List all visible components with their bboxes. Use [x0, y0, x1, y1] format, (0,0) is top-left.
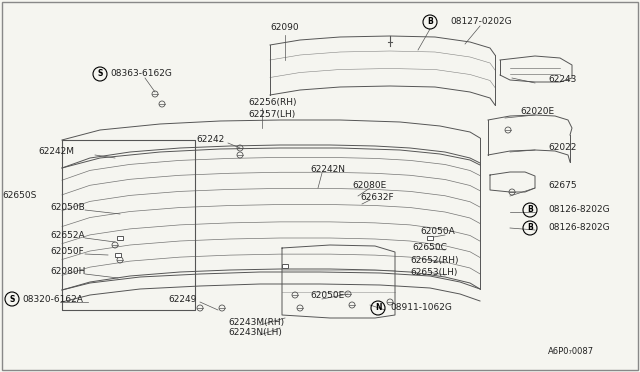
Text: 62652A: 62652A [50, 231, 84, 241]
Text: 62243: 62243 [548, 76, 577, 84]
Text: 62256(RH): 62256(RH) [248, 99, 296, 108]
Text: A6P0₇0087: A6P0₇0087 [548, 347, 594, 356]
Text: 62080H: 62080H [50, 267, 85, 276]
Text: 62652(RH): 62652(RH) [410, 256, 458, 264]
Text: 08126-8202G: 08126-8202G [548, 224, 610, 232]
Bar [117, 236, 123, 240]
Text: N: N [375, 304, 381, 312]
Text: 62090: 62090 [271, 23, 300, 32]
Text: 08126-8202G: 08126-8202G [548, 205, 610, 215]
Text: 62650C: 62650C [412, 243, 447, 251]
Text: 62243N(LH): 62243N(LH) [228, 328, 282, 337]
Text: 62650S: 62650S [2, 192, 36, 201]
Text: 62257(LH): 62257(LH) [248, 109, 295, 119]
Text: 62022: 62022 [548, 144, 577, 153]
Text: 62020E: 62020E [520, 108, 554, 116]
Text: 62249: 62249 [168, 295, 196, 304]
Text: 62242: 62242 [196, 135, 224, 144]
Text: B: B [427, 17, 433, 26]
Text: S: S [97, 70, 102, 78]
Text: 62242N: 62242N [310, 166, 345, 174]
Text: 08911-1062G: 08911-1062G [390, 304, 452, 312]
Text: S: S [10, 295, 15, 304]
Text: 08320-6162A: 08320-6162A [22, 295, 83, 304]
Text: 62050E: 62050E [310, 292, 344, 301]
Text: 62243M(RH): 62243M(RH) [228, 317, 284, 327]
Bar [282, 264, 288, 268]
Text: 08127-0202G: 08127-0202G [450, 17, 511, 26]
Text: 62653(LH): 62653(LH) [410, 267, 458, 276]
Text: 62632F: 62632F [360, 193, 394, 202]
Text: 62242M: 62242M [38, 148, 74, 157]
Bar [115, 253, 121, 257]
Text: B: B [527, 224, 533, 232]
Text: 62050B: 62050B [50, 203, 84, 212]
Text: 08363-6162G: 08363-6162G [110, 70, 172, 78]
Text: 62050F: 62050F [50, 247, 84, 257]
Bar [427, 236, 433, 240]
Text: 62675: 62675 [548, 180, 577, 189]
Text: 62050A: 62050A [420, 228, 455, 237]
Text: B: B [527, 205, 533, 215]
Text: 62080E: 62080E [352, 180, 387, 189]
